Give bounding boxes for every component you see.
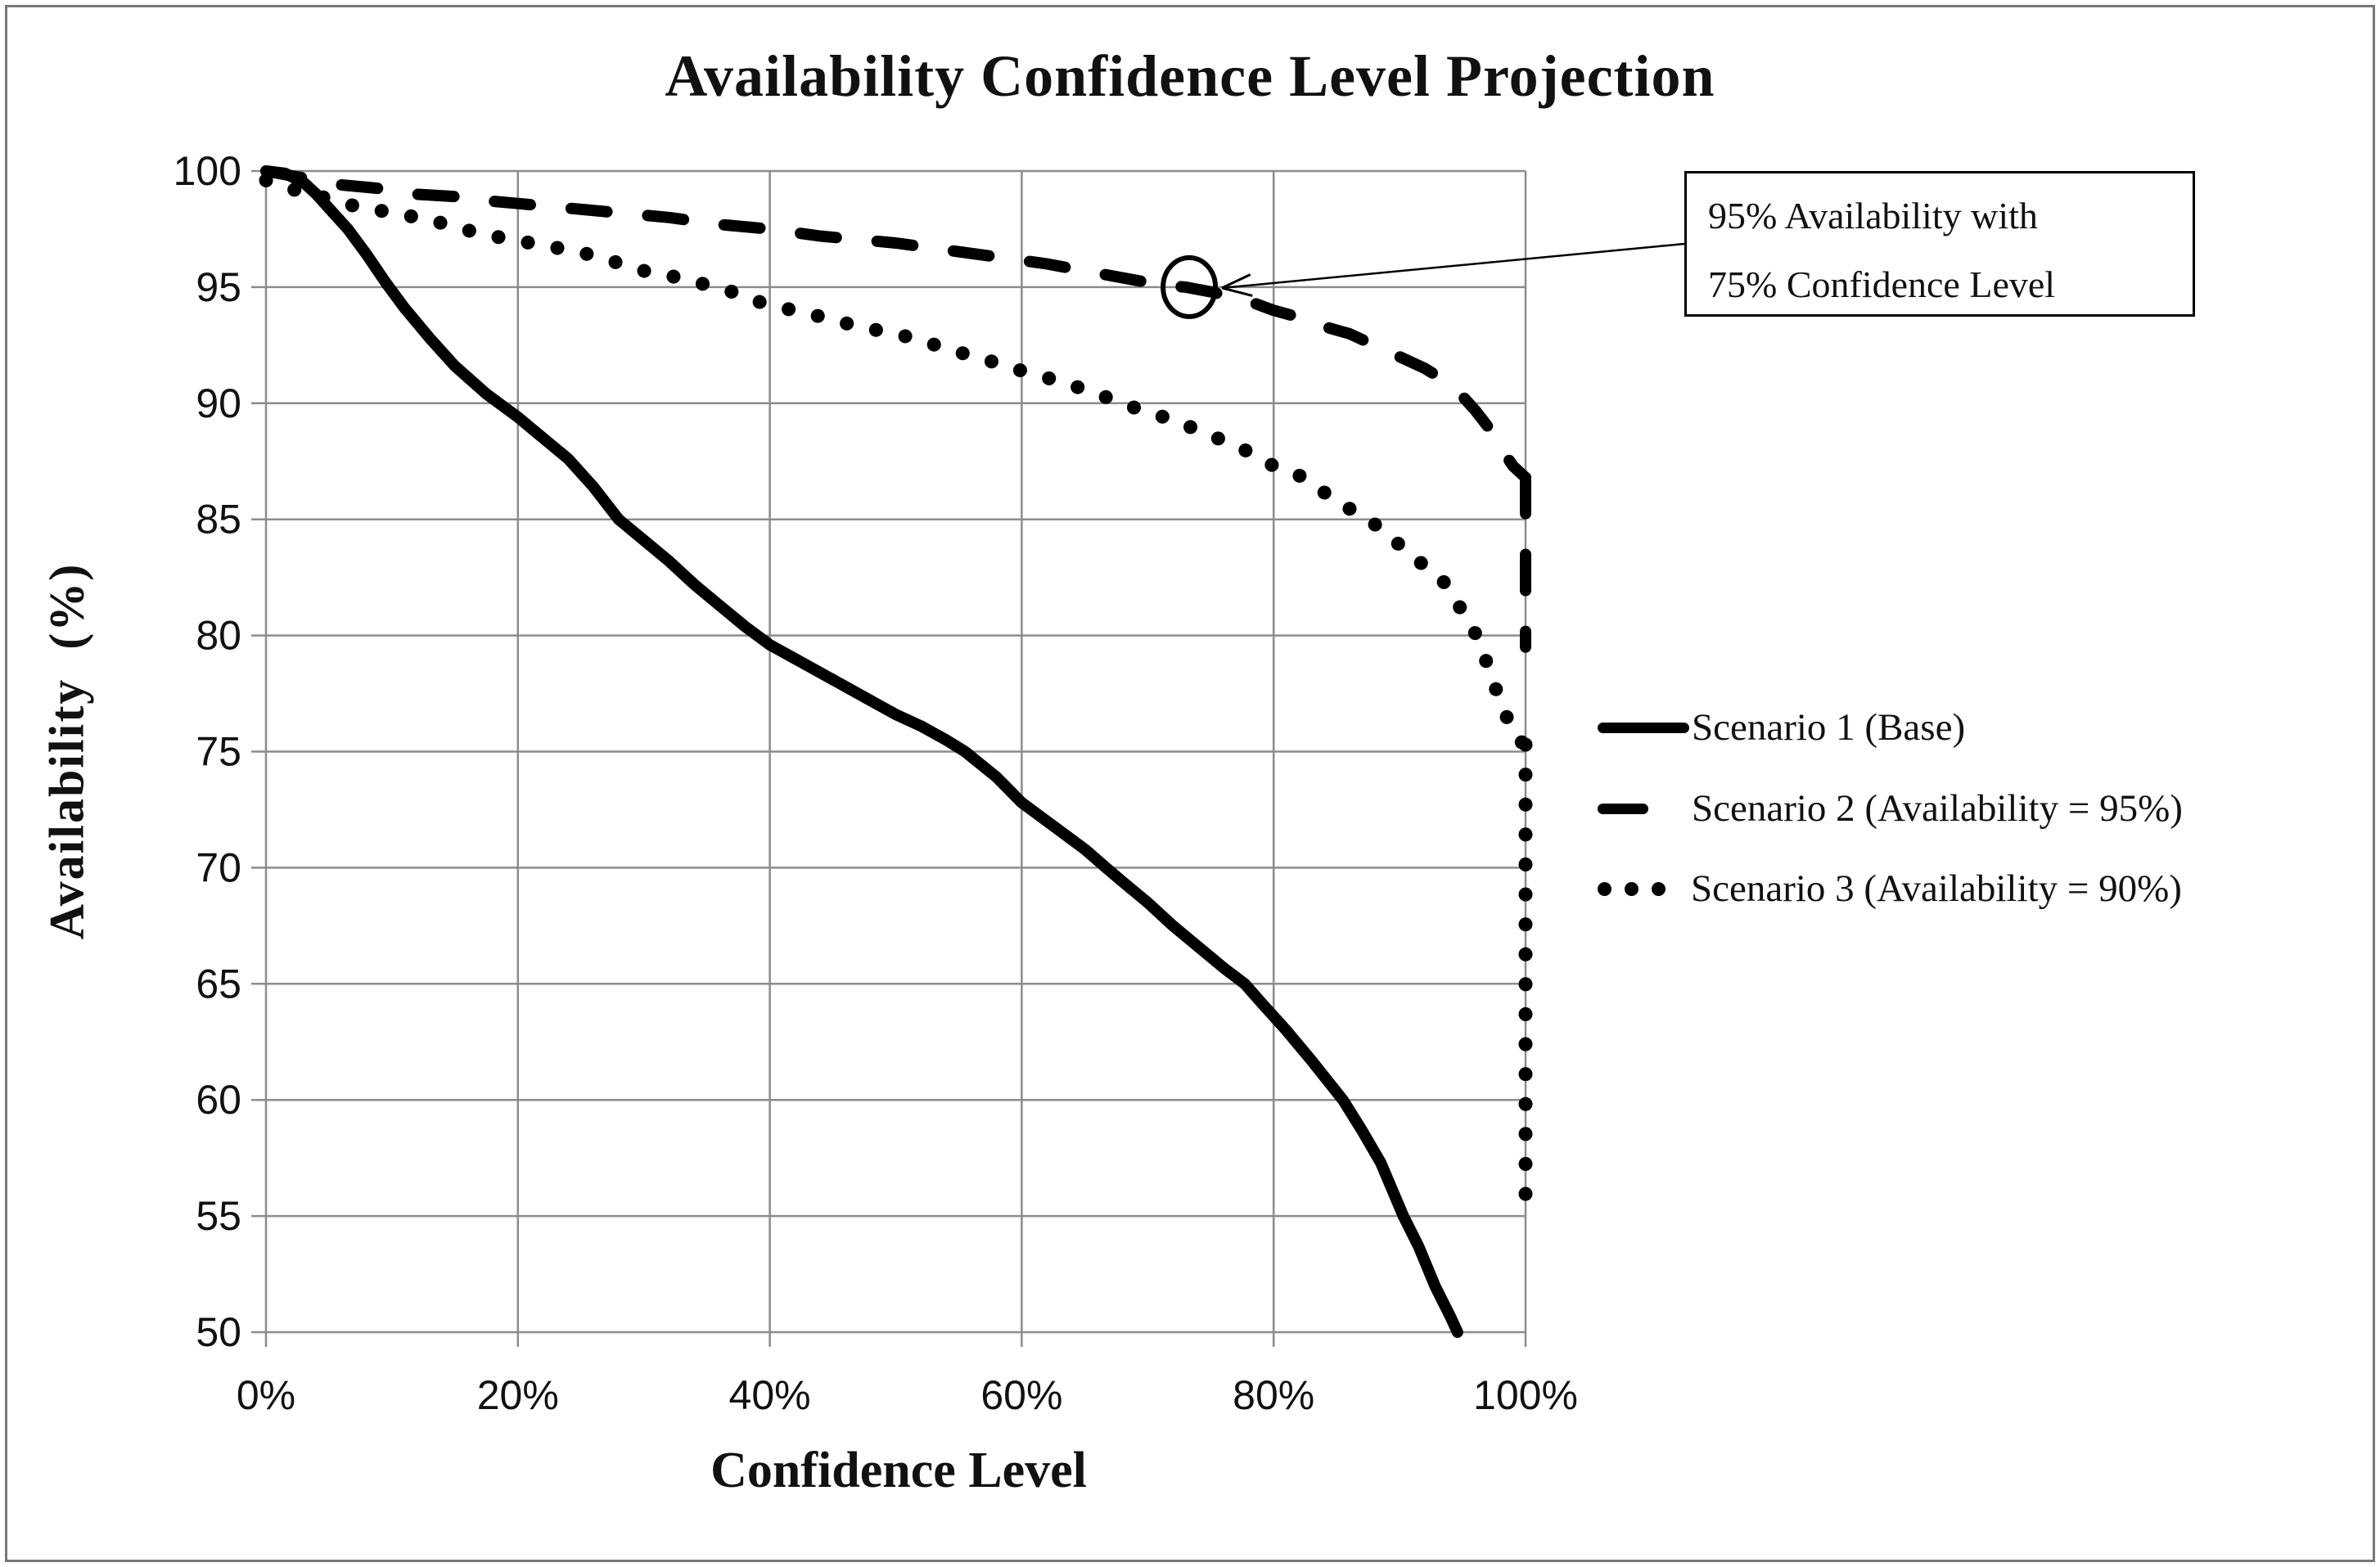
x-tick-label: 60% xyxy=(980,1372,1062,1418)
y-tick-label: 55 xyxy=(196,1193,241,1239)
y-tick-label: 100 xyxy=(174,148,241,194)
annotation-circle xyxy=(1161,254,1219,319)
legend-label: Scenario 2 (Availability = 95%) xyxy=(1692,787,2183,830)
legend-swatch-solid-line xyxy=(1598,722,1689,733)
annotation-callout: 95% Availability with 75% Confidence Lev… xyxy=(1684,171,2195,317)
x-tick-label: 80% xyxy=(1233,1372,1314,1418)
series-line-3 xyxy=(259,173,1533,752)
annotation-arrowhead xyxy=(1221,273,1251,290)
y-tick-label: 60 xyxy=(196,1077,241,1123)
x-axis-title: Confidence Level xyxy=(710,1443,1087,1498)
annotation-line-1: 95% Availability with xyxy=(1708,195,2038,236)
annotation-arrow-line xyxy=(1221,242,1685,290)
series-line-2 xyxy=(260,165,1531,484)
legend-item-scenario-3: Scenario 3 (Availability = 90%) xyxy=(1598,866,2182,912)
x-tick-label: 40% xyxy=(729,1372,811,1418)
y-tick-label: 70 xyxy=(196,844,241,890)
y-tick-label: 90 xyxy=(196,380,241,426)
y-tick-label: 50 xyxy=(196,1309,241,1355)
legend-swatch-dotted-line xyxy=(1598,881,1666,896)
y-tick-label: 75 xyxy=(196,729,241,775)
legend-label: Scenario 3 (Availability = 90%) xyxy=(1691,867,2182,910)
x-tick-label: 100% xyxy=(1473,1372,1578,1418)
y-axis-title: Availability (%) xyxy=(39,562,94,940)
legend-item-scenario-1: Scenario 1 (Base) xyxy=(1598,705,1965,750)
x-tick-label: 0% xyxy=(237,1372,295,1418)
annotation-line-2: 75% Confidence Level xyxy=(1708,263,2056,305)
series-line-1 xyxy=(260,165,1463,1338)
y-tick-label: 65 xyxy=(196,961,241,1006)
y-tick-label: 85 xyxy=(196,497,241,543)
legend-label: Scenario 1 (Base) xyxy=(1692,706,1966,749)
legend-swatch-dashed-line xyxy=(1598,803,1648,814)
y-tick-label: 80 xyxy=(196,613,241,659)
legend-item-scenario-2: Scenario 2 (Availability = 95%) xyxy=(1598,786,2183,831)
x-tick-label: 20% xyxy=(477,1372,559,1418)
y-tick-label: 95 xyxy=(196,264,241,310)
chart-title: Availability Confidence Level Projection xyxy=(665,43,1715,109)
annotation-arrowhead xyxy=(1221,286,1253,297)
